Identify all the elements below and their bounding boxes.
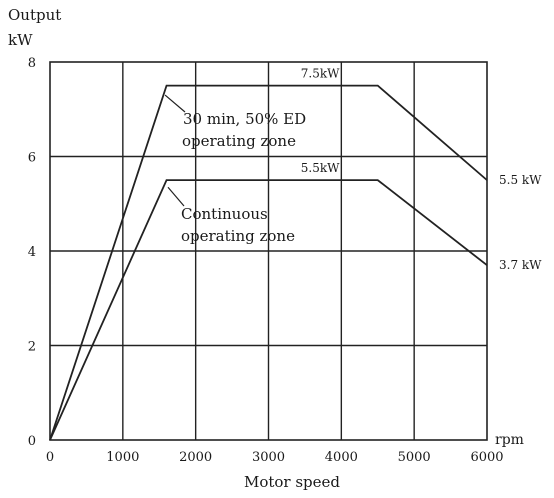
x-tick-label: 1000: [106, 450, 139, 465]
series: [49, 84, 488, 441]
plot-frame: [49, 61, 488, 441]
zone-leader-line-0: [164, 94, 186, 113]
y-axis-title-line-2: kW: [8, 31, 33, 49]
x-tick-label: 5000: [398, 450, 431, 465]
x-axis-unit: rpm: [495, 432, 524, 448]
zone-leader-line-1: [167, 186, 185, 207]
x-tick-label: 4000: [325, 450, 358, 465]
zone-label-0-line-1: operating zone: [182, 132, 296, 150]
series-line-0: [49, 84, 488, 441]
x-tick-label: 0: [46, 450, 54, 465]
series-peak-label-0: 7.5kW: [301, 67, 340, 81]
series-peak-label-1: 5.5kW: [301, 161, 340, 175]
zone-label-0-line-0: 30 min, 50% ED: [183, 110, 306, 128]
series-end-label-0: 5.5 kW: [499, 173, 542, 187]
x-axis-title: Motor speed: [244, 473, 340, 491]
x-tick-labels: 0 1000 2000 3000 4000 5000 6000: [46, 450, 504, 465]
series-end-label-1: 3.7 kW: [499, 258, 542, 272]
x-tick-label: 3000: [252, 450, 285, 465]
y-tick-labels: 0 2 4 6 8: [28, 56, 36, 449]
y-tick-label: 4: [28, 245, 36, 260]
series-line-1: [49, 179, 488, 441]
y-tick-label: 0: [28, 434, 36, 449]
grid: [50, 62, 487, 440]
zone-label-1-line-1: operating zone: [181, 227, 295, 245]
y-tick-label: 2: [28, 340, 36, 355]
y-tick-label: 8: [28, 56, 36, 71]
zone-label-1-line-0: Continuous: [181, 205, 268, 223]
x-tick-label: 6000: [470, 450, 503, 465]
series-labels: 7.5kW 5.5 kW 5.5kW 3.7 kW 30 min, 50% ED oper…: [164, 67, 542, 272]
x-tick-label: 2000: [179, 450, 212, 465]
y-axis-title-line-1: Output: [8, 6, 61, 24]
y-tick-label: 6: [28, 151, 36, 166]
